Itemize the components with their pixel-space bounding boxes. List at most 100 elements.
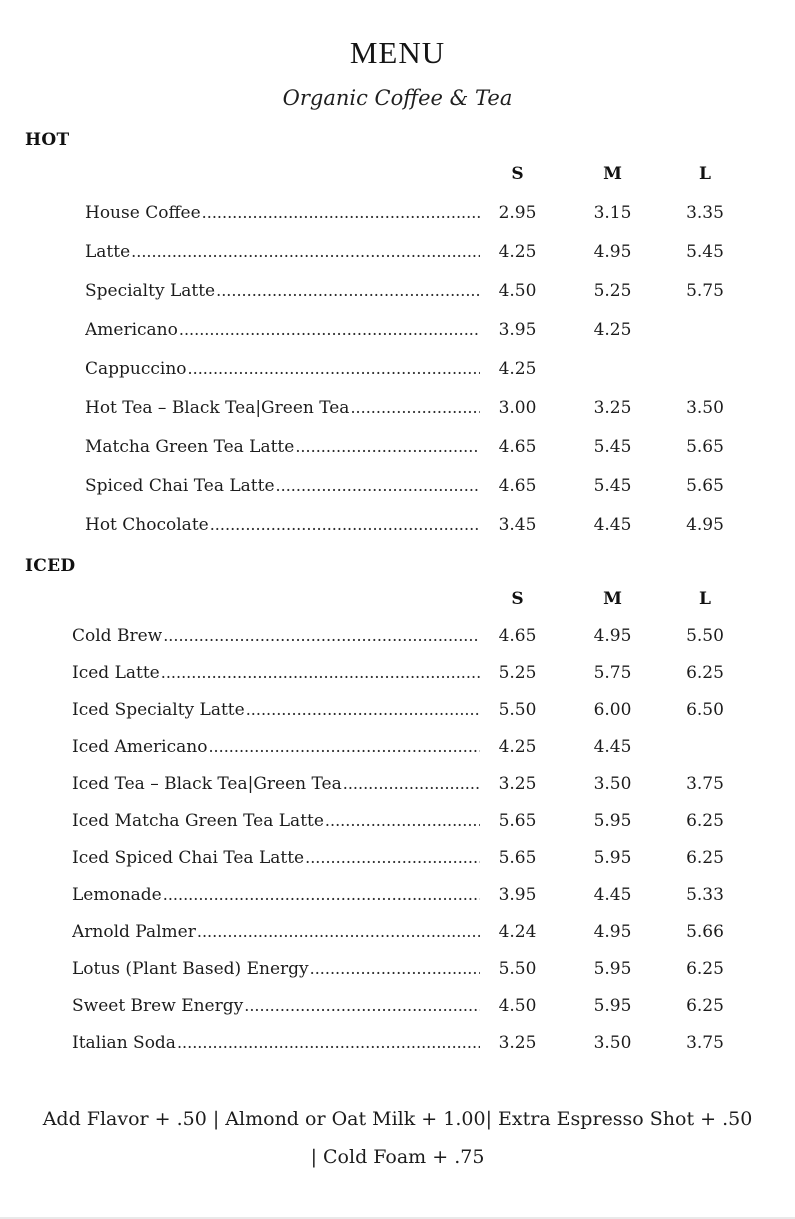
price-large: 5.33 (686, 884, 724, 905)
price-large: 5.66 (686, 921, 724, 942)
item-name-cell: Americano (85, 320, 485, 340)
item-name: Cold Brew (72, 625, 163, 646)
menu-item-row: Arnold Palmer 4.24 4.95 5.66 (72, 913, 735, 950)
price-medium: 4.95 (593, 625, 632, 646)
price-medium: 6.00 (593, 699, 632, 720)
price-medium: 3.15 (593, 202, 632, 223)
price-medium: 4.25 (593, 319, 632, 340)
item-name-cell: Iced Americano (72, 737, 485, 757)
item-name: Iced Latte (72, 662, 160, 683)
price-large: 5.45 (686, 241, 724, 262)
price-small: 3.25 (498, 1032, 537, 1053)
price-small: 5.65 (498, 810, 537, 831)
price-small: 5.50 (498, 699, 537, 720)
menu-item-row: Iced Specialty Latte 5.50 6.00 6.50 (72, 691, 735, 728)
item-name-cell: Hot Chocolate (85, 515, 485, 535)
iced-menu-table: S M L Cold Brew 4.65 4.95 5.50 Iced Latt… (0, 580, 795, 1061)
item-name-cell: Matcha Green Tea Latte (85, 437, 485, 457)
item-name: Iced Spiced Chai Tea Latte (72, 847, 305, 868)
section-iced-label: ICED (25, 556, 76, 576)
page-title: MENU (349, 35, 446, 70)
price-medium: 3.25 (593, 397, 632, 418)
item-name: Latte (85, 241, 131, 262)
menu-item-row: Iced Matcha Green Tea Latte 5.65 5.95 6.… (72, 802, 735, 839)
price-large: 6.50 (686, 699, 724, 720)
menu-item-row: Specialty Latte 4.50 5.25 5.75 (85, 271, 735, 310)
price-medium: 5.95 (593, 995, 632, 1016)
item-name-cell: House Coffee (85, 203, 485, 223)
price-large: 6.25 (686, 847, 724, 868)
dot-leader (131, 242, 480, 262)
price-small: 3.95 (498, 884, 537, 905)
price-large: 6.25 (686, 958, 724, 979)
item-name-cell: Iced Spiced Chai Tea Latte (72, 848, 485, 868)
menu-item-row: Iced Americano 4.25 4.45 (72, 728, 735, 765)
dot-leader (210, 515, 480, 535)
item-name: Hot Tea – Black Tea|Green Tea (85, 397, 350, 418)
price-large: 6.25 (686, 662, 724, 683)
addons-line-2: | Cold Foam + .75 (310, 1146, 485, 1168)
item-name-cell: Lotus (Plant Based) Energy (72, 959, 485, 979)
size-header-l: L (699, 163, 711, 184)
item-name-cell: Iced Matcha Green Tea Latte (72, 811, 485, 831)
menu-item-row: Lotus (Plant Based) Energy 5.50 5.95 6.2… (72, 950, 735, 987)
page-subtitle: Organic Coffee & Tea (282, 86, 513, 110)
item-name: Lemonade (72, 884, 162, 905)
item-name-cell: Arnold Palmer (72, 922, 485, 942)
item-name-cell: Iced Tea – Black Tea|Green Tea (72, 774, 485, 794)
price-medium: 5.95 (593, 958, 632, 979)
price-small: 3.25 (498, 773, 537, 794)
menu-item-row: Italian Soda 3.25 3.50 3.75 (72, 1024, 735, 1061)
dot-leader (343, 774, 480, 794)
item-name: Iced Specialty Latte (72, 699, 245, 720)
dot-leader (305, 848, 480, 868)
item-name: Sweet Brew Energy (72, 995, 244, 1016)
dot-leader (350, 398, 480, 418)
price-large: 5.65 (686, 475, 724, 496)
price-small: 4.25 (498, 241, 537, 262)
price-small: 4.65 (498, 625, 537, 646)
price-large: 5.50 (686, 625, 724, 646)
price-large: 3.75 (686, 773, 724, 794)
item-name: Lotus (Plant Based) Energy (72, 958, 309, 979)
item-name: Matcha Green Tea Latte (85, 436, 295, 457)
dot-leader (163, 885, 480, 905)
dot-leader (188, 359, 480, 379)
price-large: 3.50 (686, 397, 724, 418)
price-small: 4.25 (498, 358, 537, 379)
hot-menu-table: S M L House Coffee 2.95 3.15 3.35 Latte … (0, 154, 795, 544)
menu-page: MENU Organic Coffee & Tea HOT S M L Hous… (0, 0, 795, 1169)
iced-items: Cold Brew 4.65 4.95 5.50 Iced Latte 5.25… (72, 617, 735, 1061)
price-medium: 5.95 (593, 847, 632, 868)
item-name: Arnold Palmer (72, 921, 196, 942)
menu-item-row: Iced Latte 5.25 5.75 6.25 (72, 654, 735, 691)
section-hot-label: HOT (25, 130, 70, 150)
dot-leader (208, 737, 480, 757)
menu-item-row: Cappuccino 4.25 (85, 349, 735, 388)
price-medium: 5.45 (593, 436, 632, 457)
size-header-m: M (603, 588, 622, 609)
price-small: 5.50 (498, 958, 537, 979)
dot-leader (310, 959, 480, 979)
dot-leader (161, 663, 480, 683)
price-medium: 3.50 (593, 1032, 632, 1053)
price-large: 3.75 (686, 1032, 724, 1053)
dot-leader (163, 626, 480, 646)
price-medium: 3.50 (593, 773, 632, 794)
price-small: 3.00 (498, 397, 537, 418)
item-name-cell: Cappuccino (85, 359, 485, 379)
price-small: 4.24 (498, 921, 537, 942)
price-large: 5.75 (686, 280, 724, 301)
size-header-row: S M L (85, 154, 735, 193)
price-medium: 4.45 (593, 736, 632, 757)
item-name-cell: Latte (85, 242, 485, 262)
addons-line-1: Add Flavor + .50 | Almond or Oat Milk + … (42, 1108, 753, 1130)
dot-leader (177, 1033, 480, 1053)
item-name-cell: Cold Brew (72, 626, 485, 646)
menu-item-row: Spiced Chai Tea Latte 4.65 5.45 5.65 (85, 466, 735, 505)
price-large: 6.25 (686, 995, 724, 1016)
item-name: Iced Matcha Green Tea Latte (72, 810, 324, 831)
size-header-m: M (603, 163, 622, 184)
item-name: Iced Tea – Black Tea|Green Tea (72, 773, 342, 794)
price-small: 4.65 (498, 436, 537, 457)
